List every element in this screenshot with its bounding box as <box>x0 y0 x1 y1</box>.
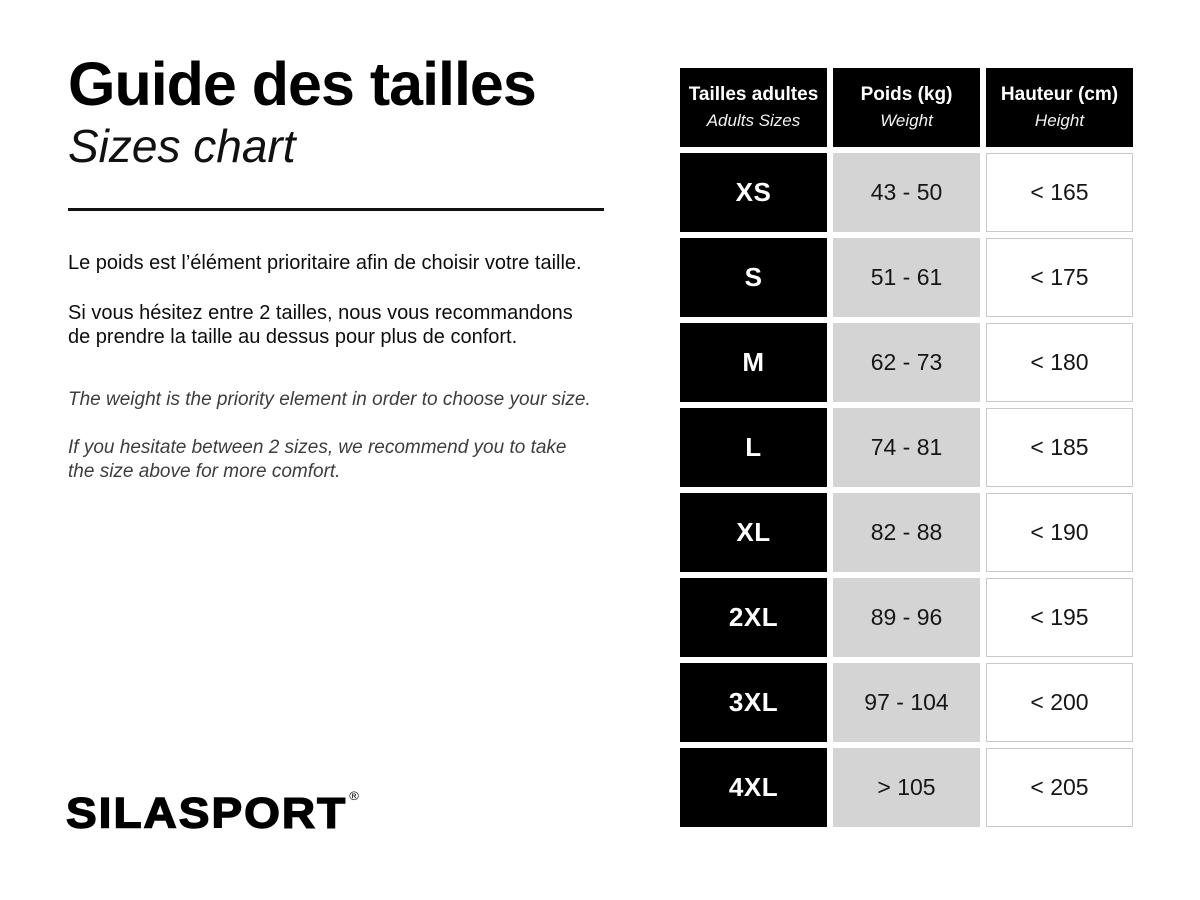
size-cell: 2XL <box>680 578 827 657</box>
height-cell: < 180 <box>986 323 1133 402</box>
column-header-label-fr: Hauteur (cm) <box>1000 83 1119 105</box>
column-header-label-fr: Poids (kg) <box>860 83 953 105</box>
divider-line <box>68 208 604 212</box>
column-header-label-en: Height <box>1034 110 1085 130</box>
size-cell: S <box>680 238 827 317</box>
column-header-label-fr: Tailles adultes <box>688 83 819 105</box>
size-cell: XL <box>680 493 827 572</box>
size-cell: 3XL <box>680 663 827 742</box>
note-en-weight-priority: The weight is the priority element in or… <box>68 388 591 410</box>
weight-cell: 82 - 88 <box>833 493 980 572</box>
height-cell: < 195 <box>986 578 1133 657</box>
size-cell: XS <box>680 153 827 232</box>
height-cell: < 185 <box>986 408 1133 487</box>
note-fr-size-recommendation: Si vous hésitez entre 2 tailles, nous vo… <box>68 301 573 349</box>
height-cell: < 190 <box>986 493 1133 572</box>
brand-logo-text: SILASPORT <box>65 788 348 837</box>
registered-trademark-icon: ® <box>349 788 361 803</box>
weight-cell: 51 - 61 <box>833 238 980 317</box>
sizes-table: Tailles adultes Adults Sizes Poids (kg) … <box>680 68 1133 827</box>
size-cell: 4XL <box>680 748 827 827</box>
note-en-size-recommendation: If you hesitate between 2 sizes, we reco… <box>68 437 567 483</box>
height-cell: < 200 <box>986 663 1133 742</box>
column-header-height: Hauteur (cm) Height <box>986 68 1133 147</box>
note-fr-weight-priority: Le poids est l’élément prioritaire afin … <box>68 252 582 275</box>
size-cell: M <box>680 323 827 402</box>
weight-cell: 97 - 104 <box>833 663 980 742</box>
weight-cell: 43 - 50 <box>833 153 980 232</box>
weight-cell: 89 - 96 <box>833 578 980 657</box>
height-cell: < 205 <box>986 748 1133 827</box>
weight-cell: > 105 <box>833 748 980 827</box>
page-title: Guide des tailles <box>68 50 537 118</box>
column-header-sizes: Tailles adultes Adults Sizes <box>680 68 827 147</box>
intro-panel: Guide des tailles Sizes chart Le poids e… <box>68 52 676 484</box>
column-header-label-en: Weight <box>880 110 933 130</box>
weight-cell: 74 - 81 <box>833 408 980 487</box>
column-header-label-en: Adults Sizes <box>706 110 801 130</box>
brand-logo: SILASPORT ® <box>65 788 361 838</box>
height-cell: < 165 <box>986 153 1133 232</box>
page-subtitle: Sizes chart <box>68 120 296 173</box>
column-header-weight: Poids (kg) Weight <box>833 68 980 147</box>
height-cell: < 175 <box>986 238 1133 317</box>
weight-cell: 62 - 73 <box>833 323 980 402</box>
size-cell: L <box>680 408 827 487</box>
